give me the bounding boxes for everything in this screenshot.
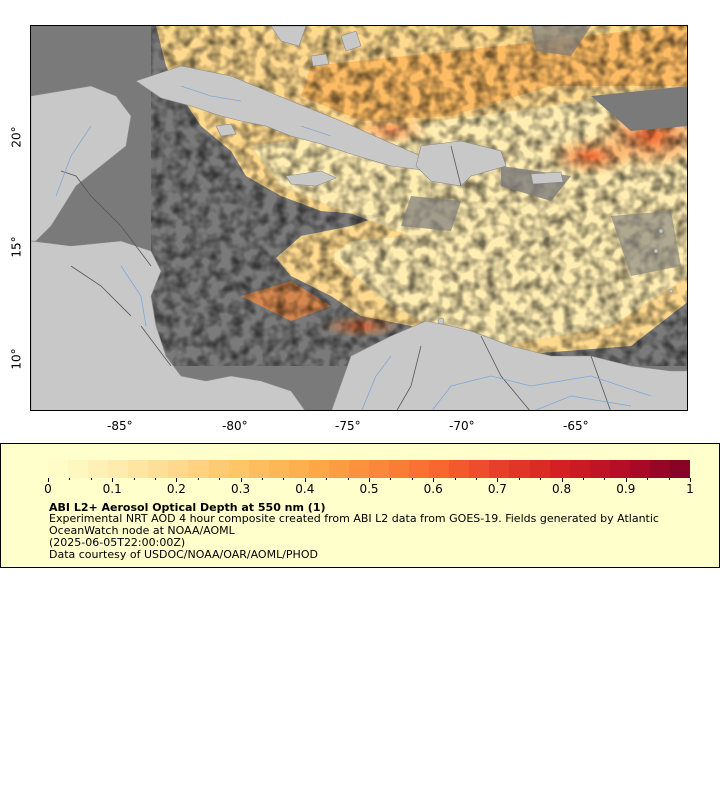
colorbar xyxy=(48,460,690,478)
colorbar-tick xyxy=(90,478,92,480)
colorbar-tick xyxy=(540,478,542,480)
colorbar-cell xyxy=(208,460,229,478)
colorbar-tick xyxy=(604,478,606,480)
colorbar-tick xyxy=(369,478,370,482)
colorbar-cell xyxy=(649,460,670,478)
colorbar-tick-label: 1 xyxy=(686,482,694,496)
colorbar-cell xyxy=(409,460,430,478)
lon-tick-label: -85° xyxy=(107,419,133,433)
colorbar-tick xyxy=(240,478,242,482)
legend-timestamp: (2025-06-05T22:00:00Z) xyxy=(49,536,186,549)
legend-description: Experimental NRT AOD 4 hour composite cr… xyxy=(49,513,689,561)
colorbar-tick xyxy=(112,478,114,482)
colorbar-cell xyxy=(228,460,249,478)
colorbar-cell xyxy=(469,460,490,478)
colorbar-cell xyxy=(88,460,109,478)
colorbar-tick xyxy=(69,478,71,480)
colorbar-tick-label: 0.4 xyxy=(295,482,315,496)
colorbar-tick-label: 0.7 xyxy=(487,482,507,496)
colorbar-tick xyxy=(133,478,135,480)
colorbar-cell xyxy=(629,460,650,478)
colorbar-tick xyxy=(561,478,563,482)
colorbar-tick xyxy=(262,478,263,480)
colorbar-cell xyxy=(589,460,610,478)
colorbar-tick xyxy=(219,478,221,480)
colorbar-tick xyxy=(497,478,499,482)
legend-panel: ABI L2+ Aerosol Optical Depth at 550 nm … xyxy=(0,443,720,568)
colorbar-tick-label: 0.9 xyxy=(616,482,636,496)
colorbar-tick xyxy=(411,478,413,480)
colorbar-cell xyxy=(168,460,189,478)
colorbar-cell xyxy=(369,460,390,478)
colorbar-cell xyxy=(248,460,269,478)
colorbar-tick xyxy=(197,478,199,480)
colorbar-tick xyxy=(433,478,435,482)
colorbar-cell xyxy=(128,460,149,478)
colorbar-cell xyxy=(529,460,550,478)
colorbar-tick xyxy=(304,478,306,482)
lon-tick-label: -65° xyxy=(563,419,589,433)
colorbar-cell xyxy=(68,460,89,478)
colorbar-cell xyxy=(108,460,129,478)
legend-description-text: Experimental NRT AOD 4 hour composite cr… xyxy=(49,512,659,537)
lon-tick-label: -75° xyxy=(335,419,361,433)
colorbar-cell xyxy=(48,460,69,478)
colorbar-tick xyxy=(283,478,285,480)
colorbar-cell xyxy=(348,460,369,478)
colorbar-tick-label: 0 xyxy=(44,482,52,496)
colorbar-tick xyxy=(48,478,49,482)
country-borders xyxy=(60,145,611,410)
colorbar-cell xyxy=(669,460,690,478)
rivers xyxy=(55,85,652,410)
colorbar-tick xyxy=(690,478,691,482)
colorbar-cell xyxy=(148,460,169,478)
colorbar-cell xyxy=(429,460,450,478)
colorbar-cell xyxy=(188,460,209,478)
colorbar-tick xyxy=(326,478,328,480)
colorbar-tick xyxy=(155,478,156,480)
aod-map xyxy=(31,26,687,410)
lon-tick-label: -70° xyxy=(449,419,475,433)
legend-title: ABI L2+ Aerosol Optical Depth at 550 nm … xyxy=(49,501,326,514)
colorbar-tick-label: 0.3 xyxy=(231,482,251,496)
colorbar-tick xyxy=(668,478,670,480)
colorbar-cell xyxy=(328,460,349,478)
colorbar-tick-label: 0.1 xyxy=(102,482,122,496)
colorbar-tick-label: 0.2 xyxy=(166,482,186,496)
land-masses xyxy=(31,26,687,410)
lon-tick-label: -80° xyxy=(222,419,248,433)
colorbar-cell xyxy=(268,460,289,478)
colorbar-tick-label: 0.8 xyxy=(552,482,572,496)
lat-tick-label: 20° xyxy=(9,126,24,148)
colorbar-cell xyxy=(449,460,470,478)
colorbar-tick-label: 0.5 xyxy=(359,482,379,496)
colorbar-cell xyxy=(569,460,590,478)
lat-tick-label: 15° xyxy=(9,236,24,258)
colorbar-cell xyxy=(549,460,570,478)
colorbar-cell xyxy=(389,460,410,478)
colorbar-tick xyxy=(583,478,584,480)
colorbar-tick xyxy=(176,478,178,482)
colorbar-tick xyxy=(625,478,627,482)
map-panel xyxy=(30,25,688,411)
colorbar-tick xyxy=(518,478,520,480)
legend-credit: Data courtesy of USDOC/NOAA/OAR/AOML/PHO… xyxy=(49,548,318,561)
colorbar-tick xyxy=(476,478,477,480)
colorbar-cell xyxy=(489,460,510,478)
colorbar-tick-label: 0.6 xyxy=(423,482,443,496)
colorbar-tick xyxy=(647,478,649,480)
colorbar-cell xyxy=(609,460,630,478)
colorbar-tick xyxy=(347,478,349,480)
colorbar-cell xyxy=(288,460,309,478)
colorbar-cell xyxy=(308,460,329,478)
colorbar-cell xyxy=(509,460,530,478)
colorbar-tick xyxy=(390,478,392,480)
colorbar-tick xyxy=(454,478,456,480)
lat-tick-label: 10° xyxy=(9,348,24,370)
